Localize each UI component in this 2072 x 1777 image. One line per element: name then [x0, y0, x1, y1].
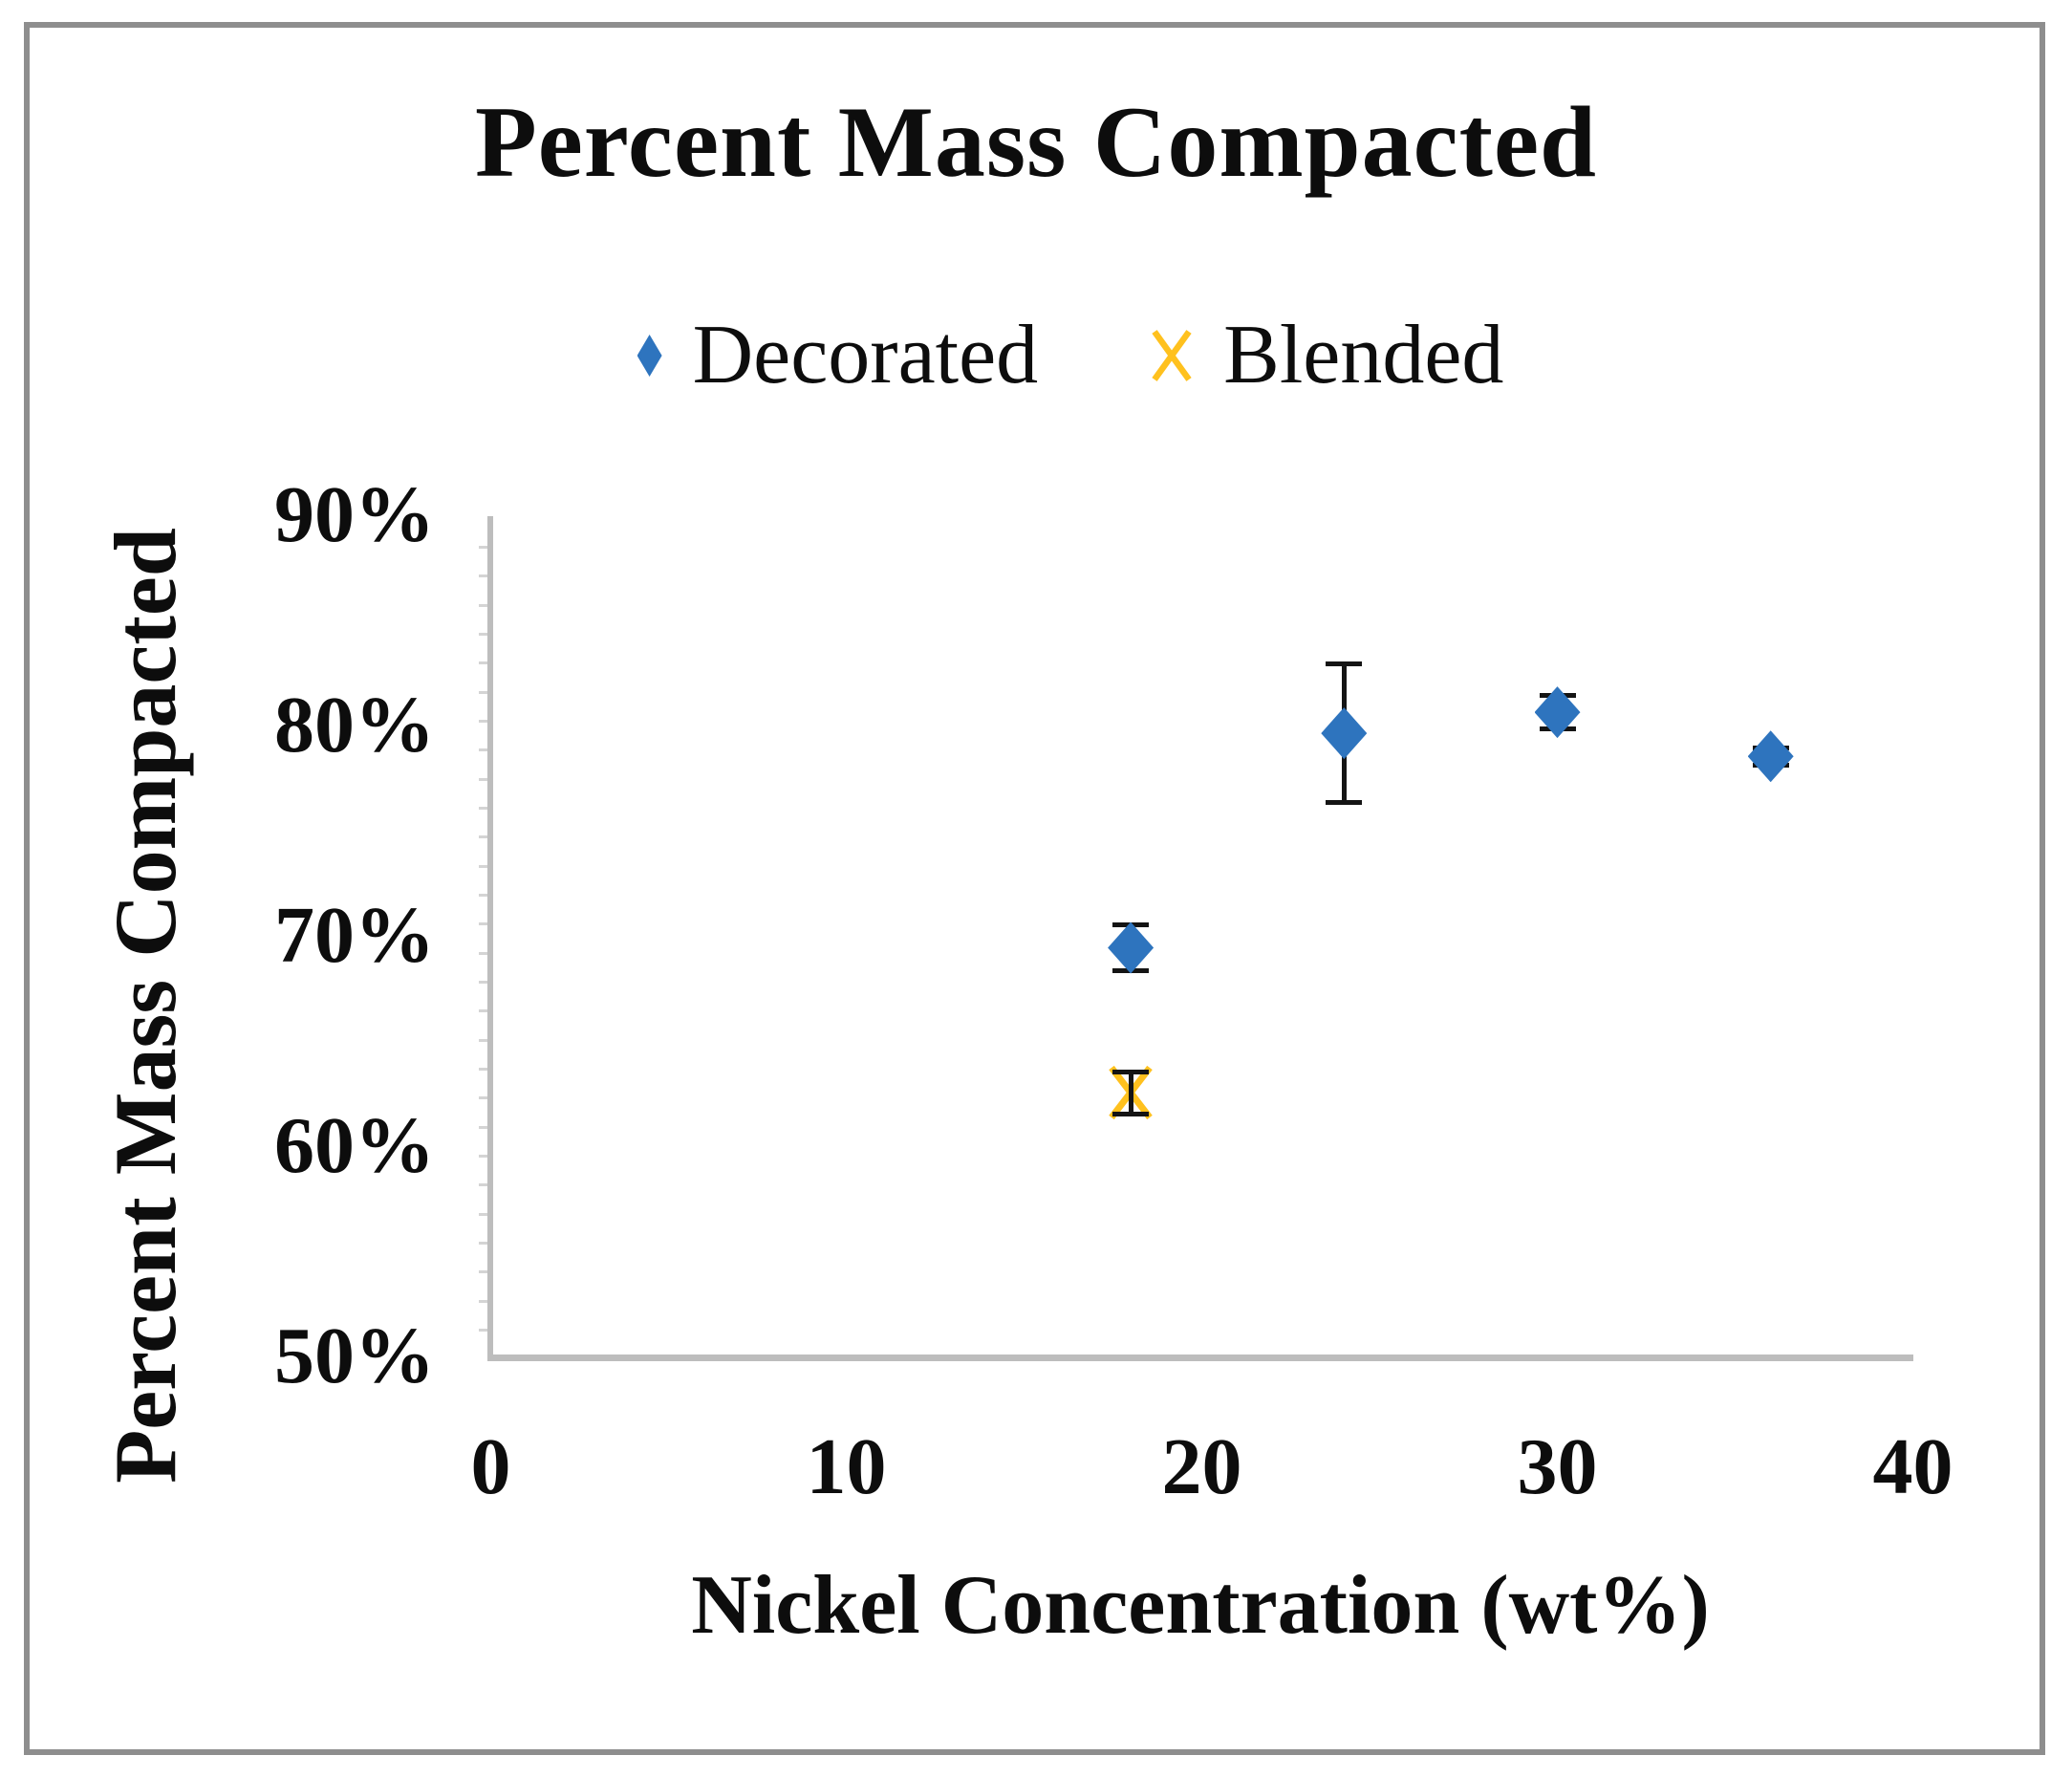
y-axis-minor-tick [479, 864, 487, 868]
y-axis-minor-tick [479, 1212, 487, 1216]
y-axis-minor-tick [479, 632, 487, 636]
y-axis-minor-tick [479, 835, 487, 839]
x-tick-label: 10 [806, 1422, 887, 1511]
x-axis-line [487, 1354, 1913, 1361]
y-axis-minor-tick [479, 922, 487, 926]
y-axis-minor-tick [479, 1299, 487, 1303]
y-axis-minor-tick [479, 690, 487, 694]
y-tick-label: 70% [274, 890, 435, 980]
y-axis-minor-tick [479, 1096, 487, 1100]
error-bar-cap-top [1112, 1069, 1150, 1074]
y-tick-label: 90% [274, 469, 435, 559]
y-axis-minor-tick [479, 661, 487, 665]
y-axis-minor-tick [479, 1329, 487, 1333]
y-axis-minor-tick [479, 1242, 487, 1246]
error-bar-cap-bottom [1112, 1111, 1150, 1116]
y-tick-label: 60% [274, 1100, 435, 1190]
y-axis-minor-tick [479, 574, 487, 578]
legend-item-decorated: Decorated [637, 309, 1039, 401]
y-axis-minor-tick [479, 545, 487, 549]
error-bar [1128, 1072, 1133, 1115]
y-axis-minor-tick [479, 1009, 487, 1013]
y-axis-line [487, 516, 493, 1361]
error-bar-cap-top [1326, 661, 1363, 666]
x-tick-label: 20 [1161, 1422, 1242, 1511]
error-bar-cap-bottom [1326, 800, 1363, 806]
y-axis-minor-tick [479, 1155, 487, 1159]
x-tick-label: 30 [1517, 1422, 1598, 1511]
y-axis-minor-tick [479, 1270, 487, 1274]
y-axis-title: Percent Mass Compacted [97, 528, 194, 1484]
y-axis-minor-tick [479, 951, 487, 955]
y-axis-minor-tick [479, 603, 487, 607]
y-axis-minor-tick [479, 1068, 487, 1072]
x-axis-title: Nickel Concentration (wt%) [691, 1559, 1710, 1652]
y-axis-minor-tick [479, 806, 487, 810]
legend-item-blended: Blended [1151, 314, 1503, 398]
figure-border-frame [24, 22, 2045, 1755]
y-axis-minor-tick [479, 1038, 487, 1042]
y-axis-minor-tick [479, 748, 487, 752]
legend-label-blended: Blended [1223, 309, 1504, 401]
y-tick-label: 50% [274, 1311, 435, 1400]
diamond-marker-icon [637, 335, 662, 377]
y-axis-minor-tick [479, 1183, 487, 1187]
y-axis-minor-tick [479, 893, 487, 897]
y-axis-minor-tick [479, 1125, 487, 1129]
legend-label-decorated: Decorated [692, 309, 1039, 401]
x-tick-label: 40 [1872, 1422, 1953, 1511]
x-marker-icon [1152, 330, 1192, 381]
x-tick-label: 0 [470, 1422, 511, 1511]
legend: Decorated Blended [34, 304, 2072, 407]
y-axis-minor-tick [479, 981, 487, 985]
chart-title: Percent Mass Compacted [475, 86, 1597, 198]
y-tick-label: 80% [274, 680, 435, 769]
y-axis-minor-tick [479, 777, 487, 781]
y-axis-minor-tick [479, 719, 487, 723]
